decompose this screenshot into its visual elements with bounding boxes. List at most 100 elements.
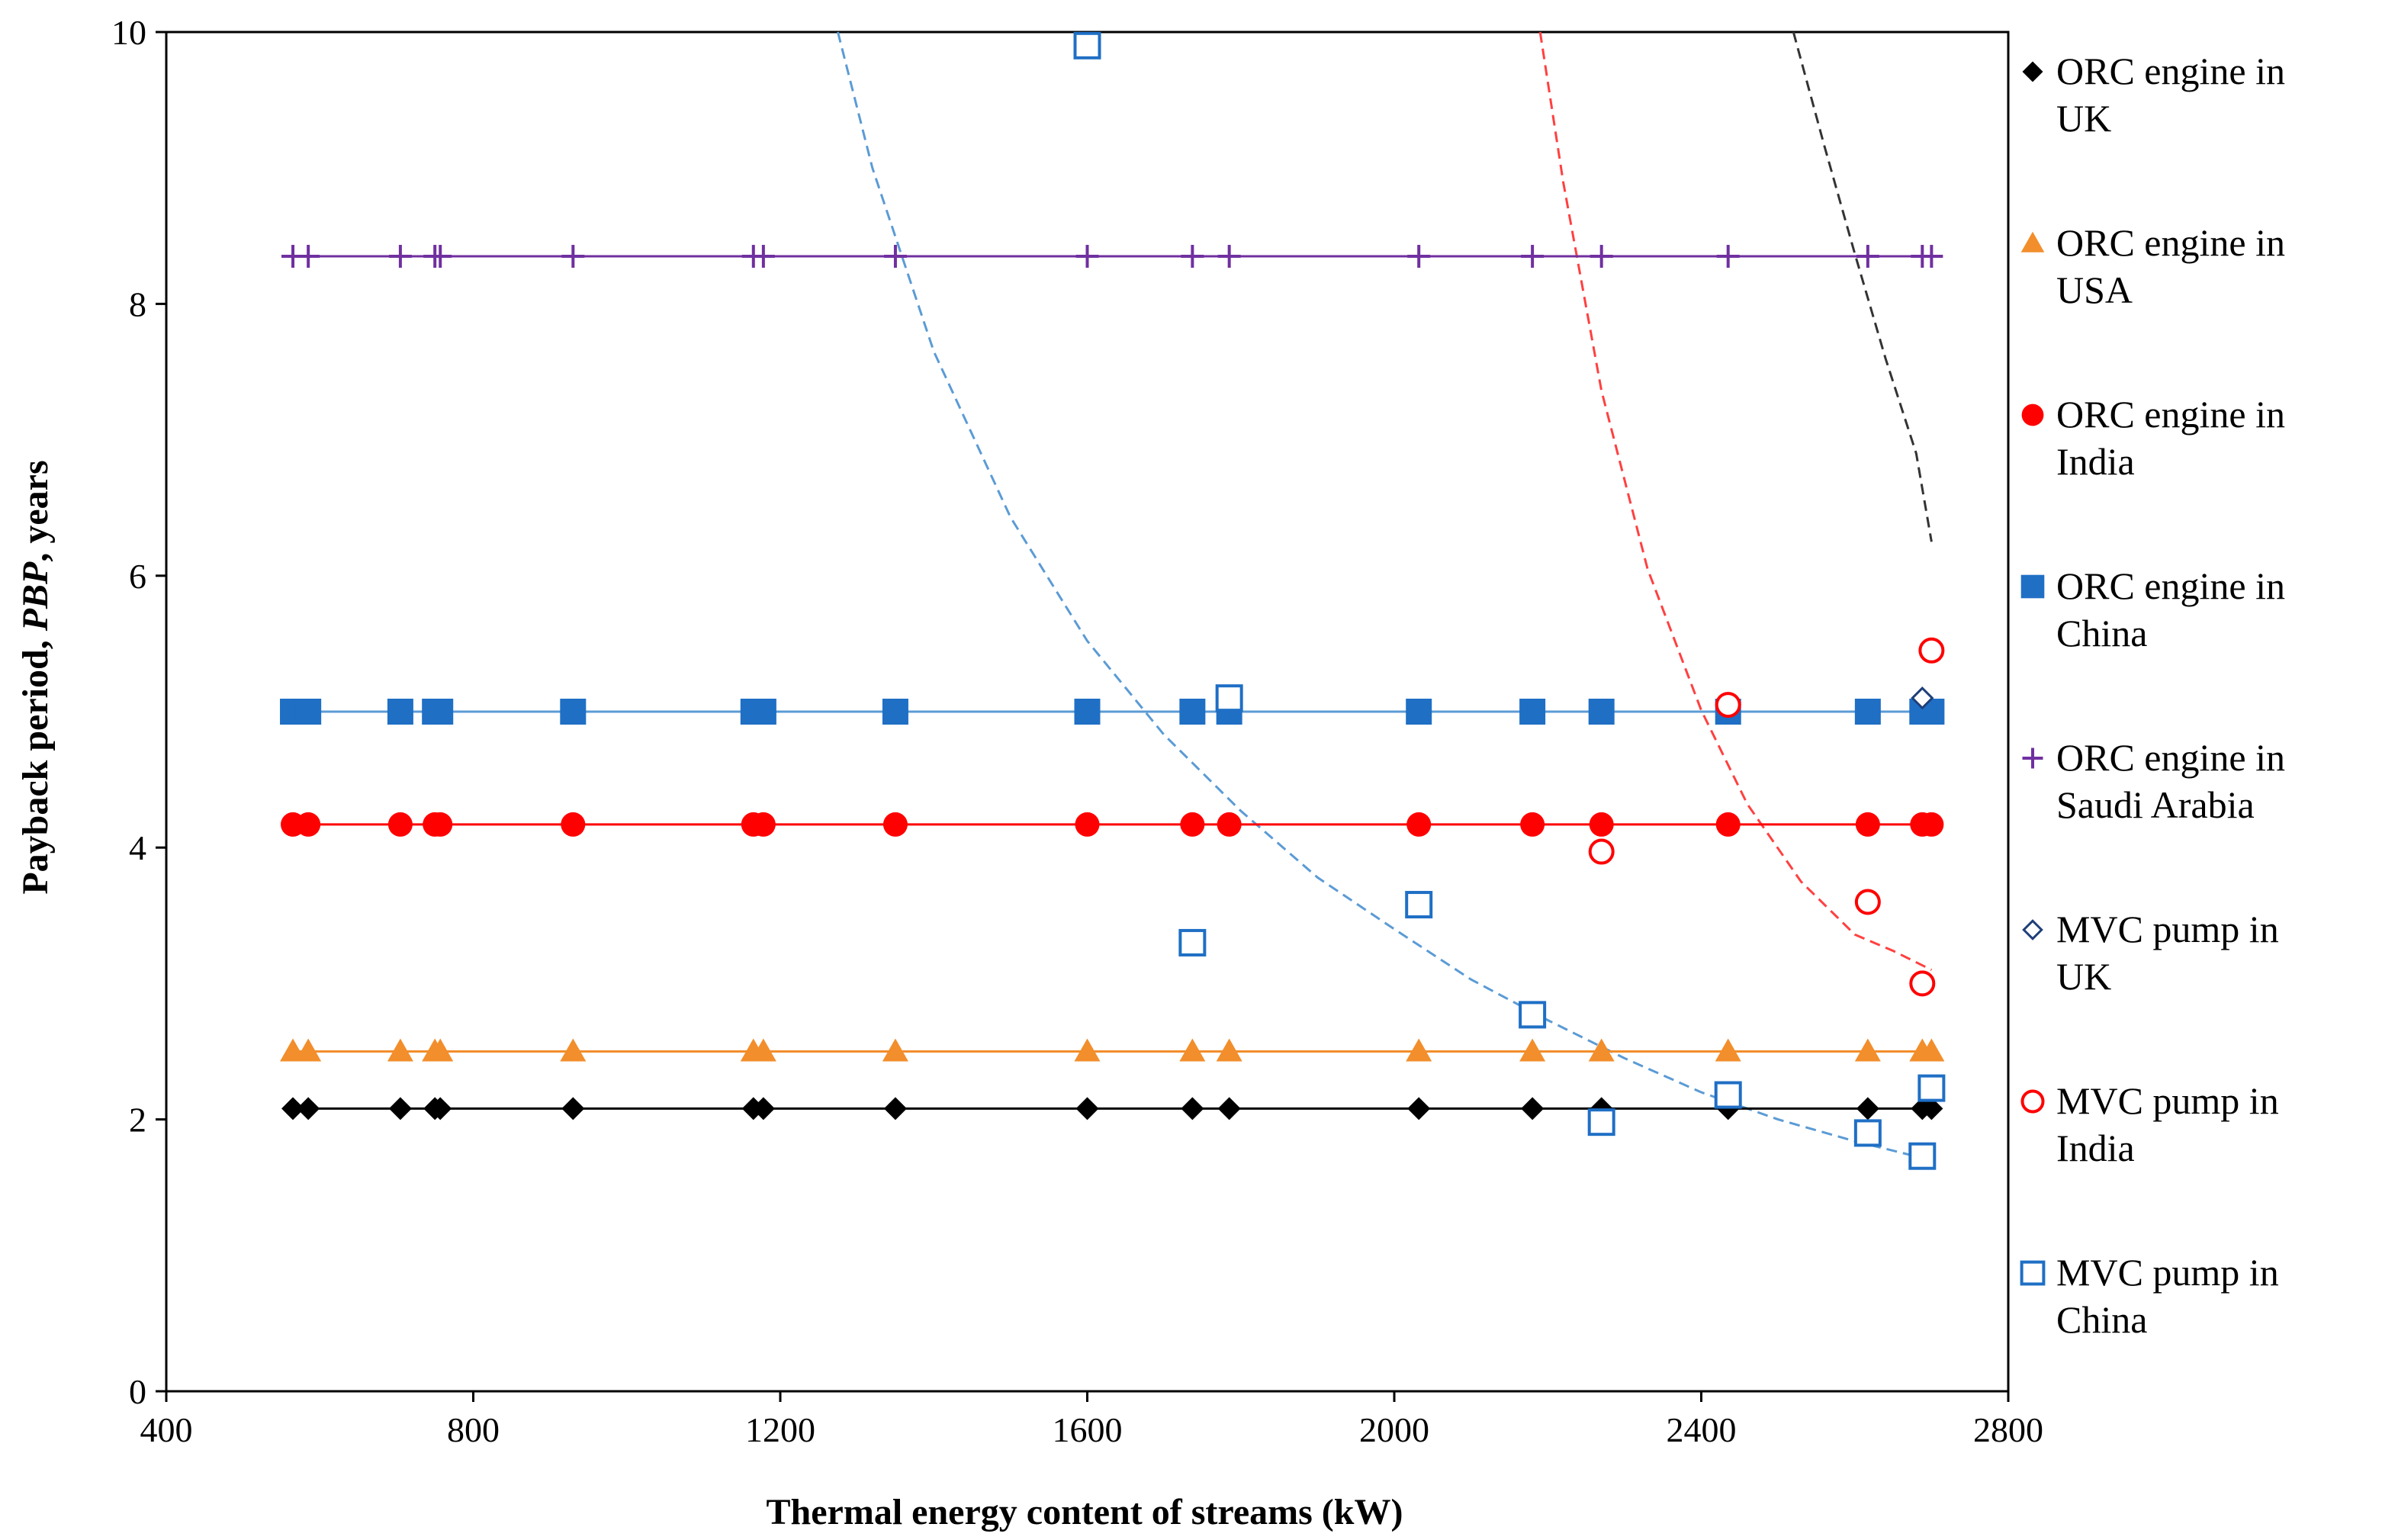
mvc-pump-in-china-point xyxy=(1587,1108,1615,1137)
legend-label-line1: ORC engine in xyxy=(2056,736,2285,779)
orc-engine-in-china-point xyxy=(1179,699,1206,725)
legend-label-line2: China xyxy=(2056,612,2147,654)
orc-engine-in-india-point xyxy=(387,812,413,837)
mvc-pump-in-china-trend-line xyxy=(837,31,1932,1162)
orc-engine-in-india-point xyxy=(1919,812,1944,837)
orc-engine-in-china-point xyxy=(1519,699,1546,725)
legend-label-line2: Saudi Arabia xyxy=(2056,783,2255,826)
orc-engine-in-india-point xyxy=(1715,812,1741,837)
legend-marker-orc-engine-in-usa xyxy=(2020,231,2045,252)
legend-marker-mvc-pump-in-india xyxy=(2020,1089,2045,1114)
orc-engine-in-usa-point xyxy=(1406,1038,1432,1062)
mvc-pump-in-india-trend-line xyxy=(1538,31,1933,971)
x-tick-label: 2000 xyxy=(1359,1410,1429,1449)
orc-engine-in-india-point xyxy=(1217,812,1242,837)
orc-engine-in-uk-point xyxy=(1407,1097,1431,1120)
legend-label-line1: MVC pump in xyxy=(2056,908,2279,950)
mvc-pump-in-india-point xyxy=(1854,889,1881,915)
orc-engine-in-saudi-arabia-point xyxy=(561,245,585,268)
mvc-pump-in-china-point xyxy=(1073,31,1101,59)
orc-engine-in-china-point xyxy=(427,699,454,725)
x-tick-label: 1200 xyxy=(745,1410,815,1449)
mvc-pump-in-china-point xyxy=(1908,1142,1937,1170)
y-axis-title-suffix: , years xyxy=(15,460,56,561)
orc-engine-in-saudi-arabia-point xyxy=(1075,245,1099,268)
orc-engine-in-saudi-arabia-point xyxy=(1590,245,1613,268)
orc-engine-in-saudi-arabia-point xyxy=(388,245,412,268)
orc-engine-in-india-point xyxy=(296,812,321,837)
y-tick-label: 6 xyxy=(129,557,146,596)
x-tick-label: 2400 xyxy=(1667,1410,1737,1449)
mvc-pump-in-china-point xyxy=(1215,684,1243,712)
orc-engine-in-usa-point xyxy=(560,1038,587,1062)
orc-engine-in-uk-point xyxy=(751,1097,775,1120)
orc-engine-in-saudi-arabia-point xyxy=(1856,245,1879,268)
orc-engine-in-saudi-arabia-point xyxy=(1407,245,1431,268)
orc-engine-in-uk-point xyxy=(1521,1097,1545,1120)
legend-item-orc-engine-in-china: ORC engine in China xyxy=(2020,564,2285,654)
mvc-pump-in-india-point xyxy=(1909,970,1936,997)
orc-engine-in-uk-point xyxy=(883,1097,907,1120)
y-tick-label: 2 xyxy=(129,1101,146,1140)
mvc-pump-in-china-point xyxy=(1519,1001,1547,1029)
orc-engine-in-saudi-arabia-point xyxy=(1521,245,1545,268)
orc-engine-in-saudi-arabia-point xyxy=(429,245,452,268)
orc-engine-in-china-point xyxy=(560,699,587,725)
orc-engine-in-india-point xyxy=(882,812,908,837)
legend-label-line2: USA xyxy=(2056,268,2133,311)
x-axis-title: Thermal energy content of streams (kW) xyxy=(767,1492,1403,1532)
orc-engine-in-uk-point xyxy=(388,1097,412,1120)
legend-label-line1: MVC pump in xyxy=(2056,1251,2279,1294)
orc-engine-in-uk-point xyxy=(429,1097,452,1120)
legend-marker-orc-engine-in-uk xyxy=(2022,61,2043,82)
legend-label-line1: ORC engine in xyxy=(2056,393,2285,436)
legend-marker-orc-engine-in-india xyxy=(2021,403,2044,426)
orc-engine-in-uk-point xyxy=(561,1097,585,1120)
orc-engine-in-uk-point xyxy=(1181,1097,1204,1120)
orc-engine-in-india-point xyxy=(1855,812,1880,837)
legend-item-mvc-pump-in-india: MVC pump in India xyxy=(2020,1079,2279,1169)
orc-engine-in-india-point xyxy=(1406,812,1432,837)
orc-engine-in-usa-point xyxy=(295,1038,322,1062)
orc-engine-in-china-point xyxy=(295,699,322,725)
legend-label-line1: ORC engine in xyxy=(2056,564,2285,607)
orc-engine-in-usa-point xyxy=(387,1038,413,1062)
legend-label-line1: MVC pump in xyxy=(2056,1079,2279,1122)
orc-engine-in-saudi-arabia-point xyxy=(1217,245,1241,268)
orc-engine-in-usa-point xyxy=(1216,1038,1242,1062)
orc-engine-in-uk-point xyxy=(1217,1097,1241,1120)
orc-engine-in-uk-point xyxy=(1075,1097,1099,1120)
orc-engine-in-china-point xyxy=(1588,699,1615,725)
orc-engine-in-usa-point xyxy=(427,1038,454,1062)
x-tick-label: 800 xyxy=(447,1410,500,1449)
mvc-pump-in-india-point xyxy=(1588,838,1615,865)
mvc-pump-in-uk-trend-line xyxy=(1792,31,1933,542)
fit-lines xyxy=(293,255,1932,1110)
orc-engine-in-china-point xyxy=(1854,699,1881,725)
legend-label-line2: UK xyxy=(2056,955,2111,998)
legend-label-line1: ORC engine in xyxy=(2056,50,2285,92)
x-tick-label: 400 xyxy=(140,1410,193,1449)
y-tick-label: 4 xyxy=(129,828,146,867)
orc-engine-in-india-point xyxy=(561,812,586,837)
orc-engine-in-india-point xyxy=(1075,812,1100,837)
mvc-pump-in-china-point xyxy=(1714,1081,1742,1109)
legend-marker-orc-engine-in-saudi-arabia xyxy=(2022,747,2043,769)
mvc-pump-in-india-point xyxy=(1715,692,1741,719)
orc-engine-in-saudi-arabia-point xyxy=(1181,245,1204,268)
legend-marker-mvc-pump-in-uk xyxy=(2022,919,2043,940)
mvc-pump-in-uk-point xyxy=(1911,686,1934,710)
orc-engine-in-uk-point xyxy=(281,1097,305,1120)
orc-engine-in-usa-point xyxy=(1854,1038,1881,1062)
y-tick-label: 8 xyxy=(129,285,146,323)
legend-label-line2: India xyxy=(2056,440,2135,483)
y-axis-title-prefix: Payback period, xyxy=(15,631,56,894)
orc-engine-in-saudi-arabia-point xyxy=(751,245,775,268)
axes: 400 800 1200 1600 2000 2400 2800 0 2 4 6 8 10 xyxy=(111,13,2043,1449)
orc-engine-in-usa-point xyxy=(1715,1038,1741,1062)
legend-label-line2: China xyxy=(2056,1298,2147,1341)
